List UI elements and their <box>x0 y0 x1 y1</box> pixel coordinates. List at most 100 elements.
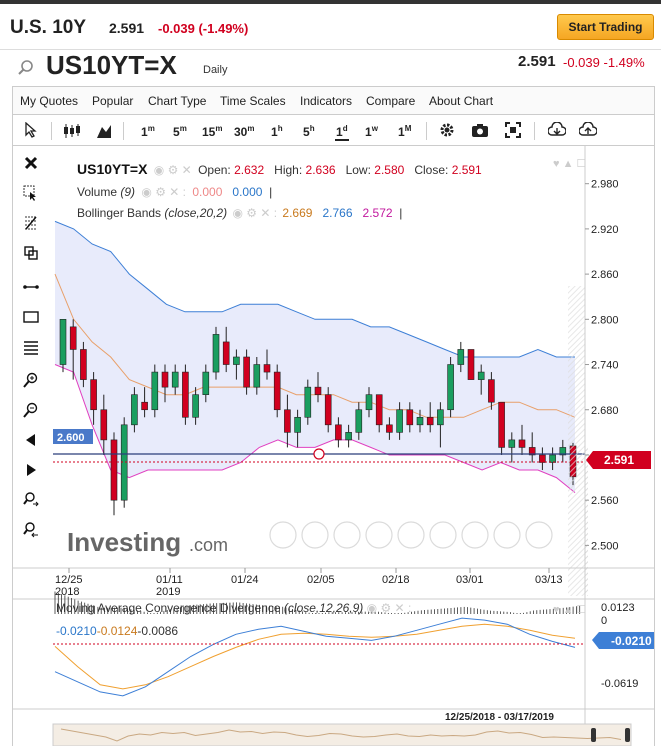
chart-nav-buttons <box>269 521 553 549</box>
start-trading-button[interactable]: Start Trading <box>557 14 654 40</box>
candle-body <box>365 394 373 411</box>
main-legend: US10YT=X ◉ ⚙ ✕ Open: 2.632 High: 2.636 L… <box>77 161 482 177</box>
rectangle-icon[interactable] <box>23 309 39 325</box>
watermark-suffix: .com <box>189 535 228 555</box>
high-value: 2.636 <box>305 163 336 177</box>
range-handle-left[interactable] <box>591 728 596 742</box>
menu-time-scales[interactable]: Time Scales <box>220 94 286 108</box>
nav-button <box>397 521 425 549</box>
search-icon[interactable] <box>17 59 35 80</box>
bb-value-lower: 2.572 <box>362 206 393 220</box>
candle-body <box>559 447 567 456</box>
fullscreen-icon[interactable] <box>505 122 521 141</box>
macd-histogram <box>54 591 581 614</box>
change-percent: -1.49% <box>603 55 645 70</box>
open-value: 2.632 <box>234 163 265 177</box>
date-axis-year: 2018 <box>55 586 79 598</box>
menu-my-quotes[interactable]: My Quotes <box>20 94 79 108</box>
candle-body <box>233 356 240 365</box>
timeframe-1w[interactable]: 1w <box>365 124 378 139</box>
macd-pane-controls[interactable]: ♥ ▲ ☐ <box>553 604 587 616</box>
macd-icons[interactable]: ◉ ⚙ ✕ : <box>366 601 412 615</box>
range-navigator[interactable] <box>52 723 632 746</box>
date-axis-tick: 03/01 <box>456 574 484 586</box>
menu-about-chart[interactable]: About Chart <box>429 94 494 108</box>
bb-param: (close,20,2) <box>164 206 228 220</box>
timeframe-1h[interactable]: 1h <box>271 124 283 139</box>
timeframe-15m[interactable]: 15m <box>202 124 223 139</box>
bb-icons[interactable]: ◉ ⚙ ✕ : <box>232 206 278 220</box>
gear-icon[interactable] <box>439 122 455 141</box>
lines-icon[interactable] <box>23 339 39 355</box>
scroll-right-icon[interactable] <box>23 462 39 478</box>
nav-button <box>301 521 329 549</box>
nav-button <box>525 521 553 549</box>
pane-controls[interactable]: ♥ ▲ ☐ <box>553 158 587 170</box>
menu-compare[interactable]: Compare <box>366 94 416 108</box>
camera-icon[interactable] <box>471 122 489 141</box>
volume-param: (9) <box>120 185 136 199</box>
candle-body <box>335 424 342 441</box>
download-icon[interactable] <box>547 121 567 141</box>
symbol-title: US10YT=X <box>46 50 177 80</box>
menu-indicators[interactable]: Indicators <box>300 94 353 108</box>
upload-icon[interactable] <box>578 121 598 141</box>
fibonacci-icon[interactable] <box>23 215 39 231</box>
macd-axis-bottom: -0.0619 <box>601 678 638 690</box>
date-axis-tick: 03/13 <box>535 574 563 586</box>
candle-body <box>151 371 159 411</box>
toolbar-divider <box>534 122 535 140</box>
rectangle-copy-icon[interactable] <box>23 245 39 261</box>
symbol-price: 2.591 <box>518 53 556 70</box>
volume-icons[interactable]: ◉ ⚙ ✕ : <box>141 185 187 199</box>
macd-label: Moving Average Convergence Divergence <box>56 601 281 615</box>
nav-button <box>333 521 361 549</box>
nav-button <box>429 521 457 549</box>
timeframe-5m[interactable]: 5m <box>173 124 187 139</box>
candle-body <box>457 349 465 365</box>
candle-body <box>467 349 475 380</box>
candle-body <box>284 409 291 433</box>
timeframe-5h[interactable]: 5h <box>303 124 315 139</box>
cursor-icon[interactable] <box>24 121 38 141</box>
timeframe-1M[interactable]: 1M <box>398 124 412 139</box>
zoom-reset-icon[interactable] <box>23 492 39 508</box>
macd-legend: Moving Average Convergence Divergence (c… <box>56 601 411 615</box>
low-label: Low: <box>345 163 371 177</box>
future-zone <box>568 286 585 596</box>
range-handle-right[interactable] <box>625 728 630 742</box>
zoom-out-icon[interactable] <box>23 402 39 418</box>
drawing-toolbar <box>13 147 49 567</box>
scroll-left-icon[interactable] <box>23 432 39 448</box>
header-change: -0.039 (-1.49%) <box>158 21 249 36</box>
macd-param: (close,12,26,9) <box>283 601 364 615</box>
timeframe-30m[interactable]: 30m <box>234 124 255 139</box>
candle-body <box>90 379 97 411</box>
candlestick-icon[interactable] <box>63 123 83 142</box>
trend-line-icon[interactable] <box>23 279 39 295</box>
price-axis-tick: 2.560 <box>591 495 619 507</box>
timeframe-1m[interactable]: 1m <box>141 124 155 139</box>
nav-button <box>365 521 393 549</box>
menu-popular[interactable]: Popular <box>92 94 134 108</box>
zoom-fit-icon[interactable] <box>23 522 39 538</box>
histogram-value: -0.0086 <box>137 624 179 638</box>
price-badge-label: 2.591 <box>604 453 634 467</box>
price-chart[interactable]: 2.9802.9202.8602.8002.7402.6802.6202.560… <box>13 146 654 746</box>
candle-body <box>192 394 199 418</box>
menu-chart-type[interactable]: Chart Type <box>148 94 207 108</box>
close-label: Close: <box>414 163 449 177</box>
candle-body <box>386 424 393 433</box>
candle-body <box>447 364 454 411</box>
instrument-name: U.S. 10Y <box>10 17 87 38</box>
timeframe-1d[interactable]: 1d <box>335 124 349 141</box>
change-value: -0.039 <box>563 55 600 70</box>
candle-body <box>131 394 138 426</box>
candle-body <box>518 439 526 448</box>
close-icon[interactable] <box>23 155 39 171</box>
area-chart-icon[interactable] <box>96 123 112 142</box>
select-cursor-icon[interactable] <box>23 185 39 201</box>
macd-axis-top: 0.0123 <box>601 602 635 614</box>
zoom-in-icon[interactable] <box>23 372 39 388</box>
candle-body <box>161 371 169 388</box>
